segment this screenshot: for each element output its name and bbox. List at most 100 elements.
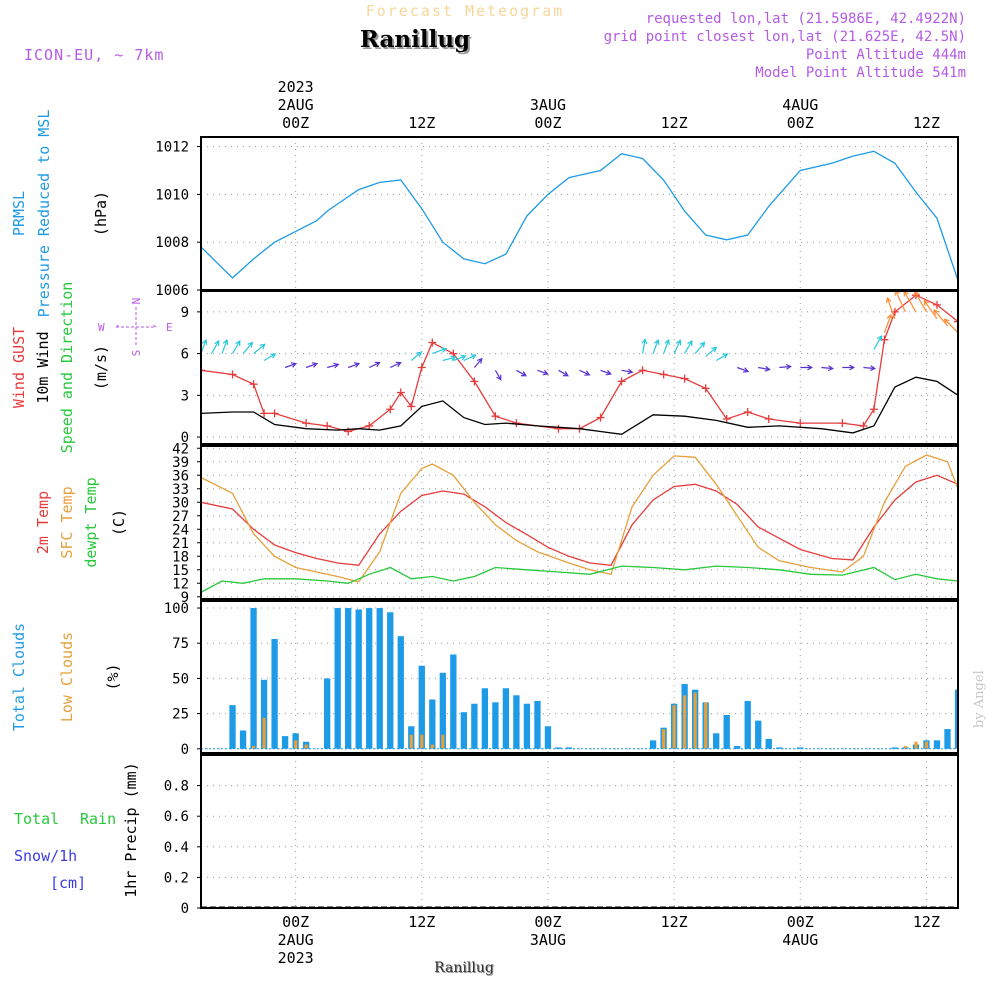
wind-arrow: [842, 364, 856, 371]
compass-icon: N S W E: [98, 298, 173, 357]
series-marker: [859, 421, 868, 430]
wind-arrow: [821, 365, 835, 372]
series-marker: [491, 412, 500, 421]
time-label: 12Z: [913, 114, 940, 132]
compass-lines: [115, 307, 157, 347]
y-tick-label: 24: [172, 522, 189, 538]
precip-panel: 0 0.2 0.4 0.6 0.8 Total Rain Snow/1h [cm] 1hr Pre…: [14, 754, 959, 917]
axis-label: Snow/1h: [14, 847, 77, 865]
grid: [201, 137, 958, 291]
axis-label: (m/s): [92, 345, 110, 390]
wind-arrow: [253, 343, 266, 355]
wind-arrow: [621, 368, 634, 375]
axis-label: 1hr Precip (mm): [122, 762, 140, 897]
forecast-title: Forecast Meteogram: [366, 2, 565, 20]
series-marker: [796, 419, 805, 428]
series-marker: [764, 414, 773, 423]
grid: [201, 755, 958, 909]
compass-west: W: [98, 321, 105, 334]
series-marker: [954, 317, 958, 326]
bar: [713, 733, 720, 749]
grid: [201, 446, 958, 599]
y-tick-label: 42: [172, 441, 189, 457]
bar: [271, 639, 278, 749]
series-line: [201, 565, 958, 593]
pressure-panel: 1006 1008 1010 1012 PRMSL Pressure Reduced to…: [10, 110, 959, 317]
panel-frame: [200, 600, 959, 754]
grid: [201, 601, 958, 753]
bar: [734, 745, 741, 749]
wind-arrow: [305, 362, 319, 369]
wind-arrow: [242, 341, 254, 354]
time-label: 00Z: [787, 913, 814, 931]
bar: [450, 654, 457, 749]
series-line: [201, 454, 958, 583]
wind-arrow: [652, 338, 660, 354]
wind-arrow: [410, 351, 423, 361]
bar: [430, 744, 434, 749]
y-tick-label: 0.4: [164, 840, 189, 856]
series-marker: [302, 419, 311, 428]
bar: [693, 692, 697, 749]
series-marker: [260, 409, 269, 418]
series-marker: [512, 419, 521, 428]
bar: [387, 612, 394, 749]
footer-location-shadow: Ranillug: [435, 961, 495, 977]
axis-label: PRMSL: [10, 191, 28, 236]
wind-arrow: [886, 296, 896, 320]
wind-arrow: [494, 370, 502, 381]
series-marker: [386, 405, 395, 414]
bar: [294, 740, 298, 749]
y-tick-label: 39: [172, 455, 189, 471]
wind-arrow: [390, 361, 402, 369]
bar: [439, 672, 446, 749]
bar: [914, 741, 918, 749]
point-altitude: Point Altitude 444m: [806, 47, 966, 63]
time-label: 3AUG: [530, 96, 566, 114]
requested-coords: requested lon,lat (21.5986E, 42.4922N): [646, 11, 966, 27]
series-marker: [932, 300, 941, 309]
series-marker: [417, 363, 426, 372]
y-tick-label: 27: [172, 509, 189, 525]
bar: [683, 695, 687, 749]
bar: [345, 608, 352, 749]
panel-frame: [200, 290, 959, 445]
y-tick-label: 100: [164, 601, 189, 617]
axis-label: (C): [110, 509, 128, 536]
series-marker: [596, 413, 605, 422]
series-marker: [617, 377, 626, 386]
time-label: 3AUG: [530, 931, 566, 949]
bar: [944, 729, 951, 749]
wind-arrow: [221, 338, 229, 354]
time-label: 12Z: [661, 114, 688, 132]
y-tick-label: 30: [172, 495, 189, 511]
wind-arrow: [432, 347, 448, 355]
series-marker: [323, 421, 332, 430]
wind-arrow: [943, 318, 958, 334]
time-label: 00Z: [282, 913, 309, 931]
y-tick-label: 1012: [155, 140, 189, 156]
wind-arrow: [894, 291, 906, 313]
axis-label: Total Clouds: [10, 623, 28, 731]
wind-arrow: [779, 363, 792, 370]
bar: [492, 702, 499, 749]
wind-arrow: [873, 335, 883, 350]
data-layer: [201, 291, 958, 436]
series-line: [201, 150, 958, 281]
bar: [555, 747, 562, 749]
bar: [662, 729, 666, 749]
bar: [544, 726, 552, 749]
panel-frame: [200, 136, 959, 291]
bar: [471, 703, 478, 749]
bar: [334, 608, 341, 749]
series-marker: [722, 414, 731, 423]
wind-arrow: [537, 369, 549, 376]
series-marker: [743, 408, 752, 417]
bar: [304, 744, 308, 749]
bar: [481, 688, 489, 749]
model-altitude: Model Point Altitude 541m: [755, 65, 966, 81]
wind-arrow: [684, 339, 693, 354]
y-tick-label: 9: [181, 590, 189, 606]
series-marker: [701, 384, 710, 393]
bar: [649, 740, 657, 749]
